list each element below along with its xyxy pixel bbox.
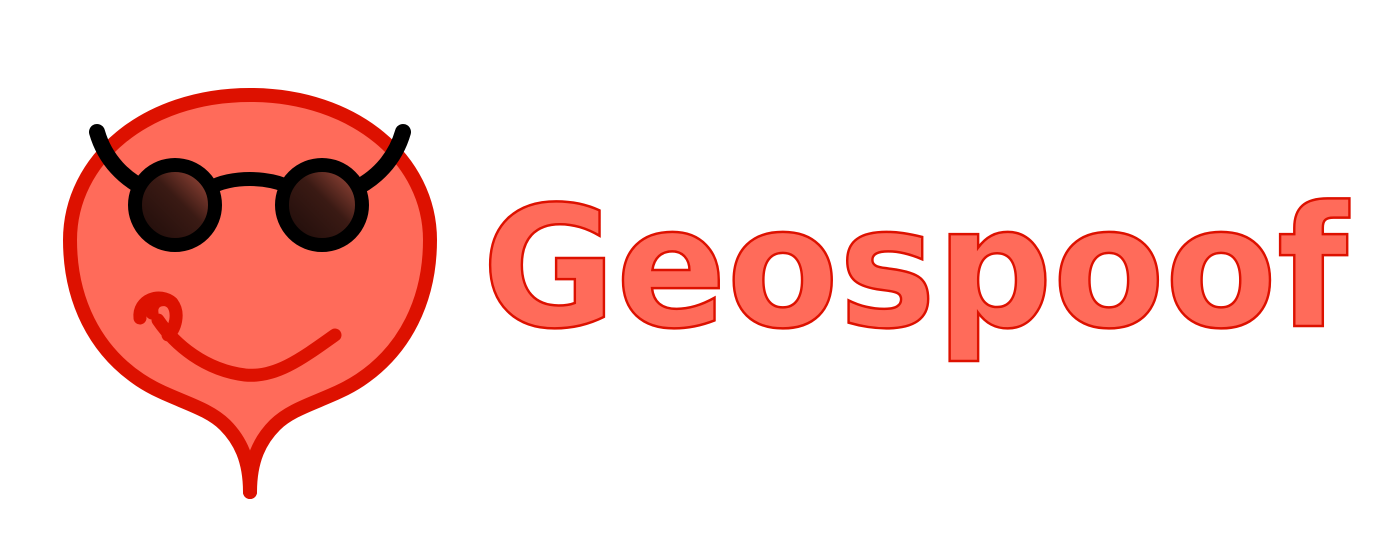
wordmark-text: Geospoof	[482, 170, 1350, 366]
glasses-lens-right	[275, 158, 369, 252]
pin-body	[63, 88, 437, 499]
glasses-lens-left	[128, 158, 222, 252]
smiling-map-pin-with-sunglasses-icon	[63, 88, 437, 499]
wordmark: Geospoof	[481, 169, 1351, 368]
